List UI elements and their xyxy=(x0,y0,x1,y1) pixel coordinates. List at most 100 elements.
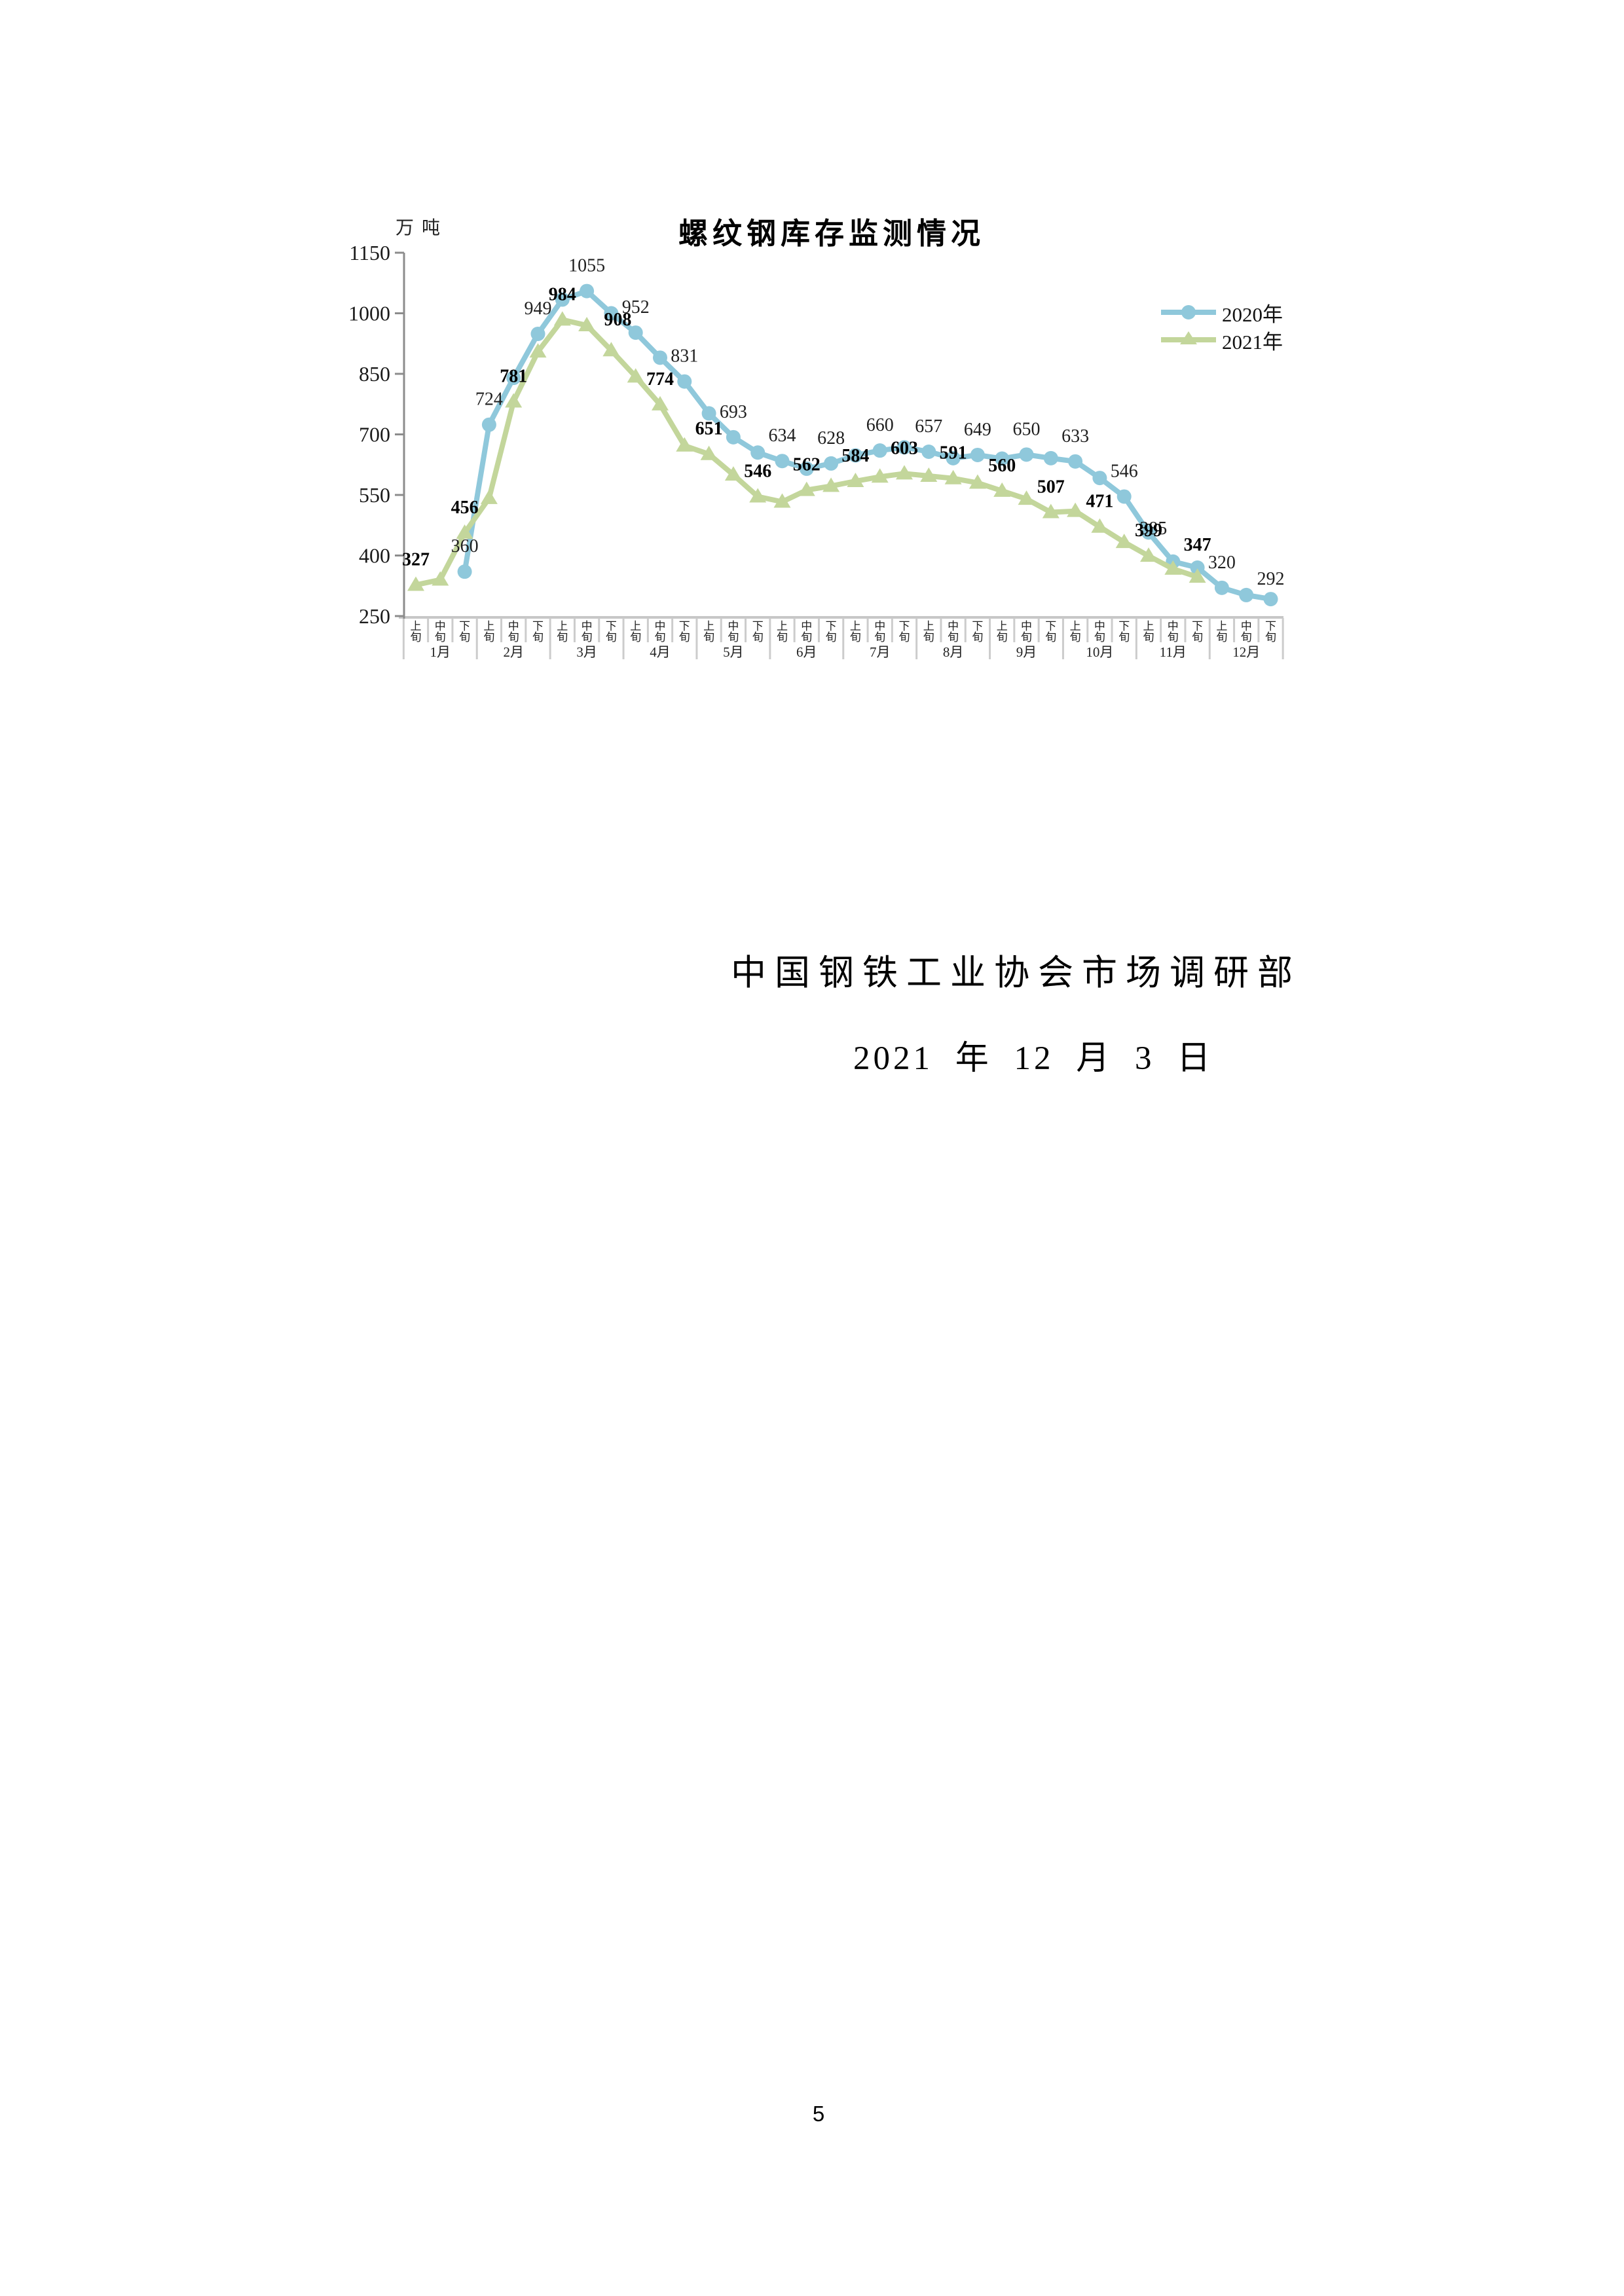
x-axis-month-label: 12月 xyxy=(1232,644,1260,660)
y-axis-unit-label: 万吨 xyxy=(396,218,449,238)
x-axis-period-label: 中旬 xyxy=(801,620,812,644)
x-axis-period-label: 下旬 xyxy=(532,620,544,644)
data-label-2021年: 591 xyxy=(940,443,967,464)
data-point-triangle xyxy=(1115,534,1133,549)
x-axis-month-label: 9月 xyxy=(1016,644,1037,660)
data-label-2020年: 952 xyxy=(622,297,650,318)
data-label-2021年: 651 xyxy=(695,419,723,439)
data-point-circle xyxy=(897,440,912,455)
data-point-triangle xyxy=(944,469,962,484)
x-axis-month-label: 6月 xyxy=(796,644,817,660)
data-label-2021年: 603 xyxy=(891,438,918,458)
x-axis-period-label: 上旬 xyxy=(483,620,494,644)
data-label-2021年: 327 xyxy=(402,550,430,570)
x-axis-period-label: 中旬 xyxy=(874,620,885,644)
x-axis-month-label: 11月 xyxy=(1160,644,1187,660)
x-axis-period-label: 上旬 xyxy=(557,620,568,644)
data-point-triangle xyxy=(1189,568,1206,583)
data-label-2021年: 774 xyxy=(646,369,674,390)
data-point-triangle xyxy=(798,481,815,496)
x-axis-period-label: 中旬 xyxy=(1241,620,1252,644)
data-point-circle xyxy=(677,374,692,389)
data-point-circle xyxy=(970,447,985,462)
x-axis-period-label: 下旬 xyxy=(752,620,764,644)
date-line: 2021 年 12 月 3 日 xyxy=(853,1040,1214,1077)
data-point-circle xyxy=(1043,450,1058,465)
data-label-2021年: 984 xyxy=(549,284,576,304)
data-label-2020年: 292 xyxy=(1257,569,1285,589)
series-line-2020年 xyxy=(462,288,1274,602)
data-point-triangle xyxy=(847,473,864,488)
x-axis-month-label: 8月 xyxy=(943,644,964,660)
x-axis-period-label: 下旬 xyxy=(826,620,837,644)
y-axis-tick-label: 850 xyxy=(359,362,390,386)
chart-plot: 上旬中旬下旬上旬中旬下旬上旬中旬下旬上旬中旬下旬上旬中旬下旬上旬中旬下旬上旬中旬… xyxy=(348,241,1285,660)
data-point-circle xyxy=(1116,489,1132,504)
x-axis-period-label: 下旬 xyxy=(1118,620,1130,644)
data-point-circle xyxy=(799,461,814,476)
series-line-2021年 xyxy=(413,317,1200,588)
x-axis-period-label: 上旬 xyxy=(1070,620,1081,644)
data-label-2021年: 560 xyxy=(988,456,1016,476)
data-label-2021年: 507 xyxy=(1037,477,1065,498)
data-label-2020年: 724 xyxy=(475,390,503,410)
data-label-2020年: 831 xyxy=(671,346,698,367)
y-axis-tick-label: 550 xyxy=(359,483,390,507)
x-axis-period-label: 上旬 xyxy=(411,620,422,644)
data-label-2021年: 584 xyxy=(841,446,869,466)
data-point-circle xyxy=(530,326,545,341)
x-axis-period-label: 上旬 xyxy=(923,620,934,644)
x-axis-month-label: 1月 xyxy=(430,644,451,660)
data-label-2021年: 456 xyxy=(451,498,479,518)
data-point-circle xyxy=(628,325,643,340)
x-axis-period-label: 中旬 xyxy=(948,620,959,644)
data-point-triangle xyxy=(993,482,1011,497)
data-point-triangle xyxy=(1018,490,1035,505)
triangle-marker-icon xyxy=(1180,331,1197,344)
data-point-circle xyxy=(1019,447,1034,462)
data-point-triangle xyxy=(676,437,693,452)
data-point-circle xyxy=(1141,525,1156,540)
data-point-circle xyxy=(872,443,887,458)
x-axis-period-label: 上旬 xyxy=(850,620,861,644)
data-point-circle xyxy=(824,456,839,471)
data-point-triangle xyxy=(505,393,523,408)
data-point-circle xyxy=(1239,587,1254,602)
x-axis-month-label: 3月 xyxy=(576,644,597,660)
data-point-triangle xyxy=(480,489,498,504)
data-point-circle xyxy=(921,445,936,460)
data-point-triangle xyxy=(627,368,644,383)
x-axis-month-label: 7月 xyxy=(870,644,891,660)
data-point-triangle xyxy=(407,576,424,591)
data-label-2020年: 649 xyxy=(964,420,991,440)
x-axis-period-label: 上旬 xyxy=(997,620,1008,644)
x-axis-period-label: 下旬 xyxy=(1192,620,1203,644)
x-axis-month-label: 4月 xyxy=(650,644,671,660)
x-axis-period-label: 中旬 xyxy=(1168,620,1179,644)
data-label-2020年: 320 xyxy=(1208,553,1236,573)
data-point-triangle xyxy=(602,342,620,357)
chart-legend: 2020年 2021年 xyxy=(1161,299,1283,354)
data-label-2020年: 693 xyxy=(720,402,747,422)
data-label-2020年: 650 xyxy=(1013,419,1041,439)
y-axis-tick-label: 400 xyxy=(359,544,390,568)
data-point-circle xyxy=(1190,560,1205,575)
data-point-triangle xyxy=(1067,502,1084,517)
legend-line-2021 xyxy=(1161,331,1216,344)
x-axis-period-label: 上旬 xyxy=(1216,620,1227,644)
data-point-circle xyxy=(1214,580,1229,595)
data-point-triangle xyxy=(1091,518,1109,533)
data-point-triangle xyxy=(553,311,571,326)
data-point-triangle xyxy=(1140,547,1157,562)
data-point-triangle xyxy=(724,466,742,481)
data-point-circle xyxy=(726,429,741,445)
x-axis-period-label: 下旬 xyxy=(459,620,470,644)
data-point-triangle xyxy=(578,317,596,331)
data-point-triangle xyxy=(749,488,767,503)
data-point-triangle xyxy=(529,343,547,358)
data-label-2020年: 546 xyxy=(1111,461,1138,481)
data-label-2020年: 385 xyxy=(1139,519,1167,539)
data-label-2021年: 781 xyxy=(500,367,527,387)
x-axis-period-label: 上旬 xyxy=(703,620,714,644)
